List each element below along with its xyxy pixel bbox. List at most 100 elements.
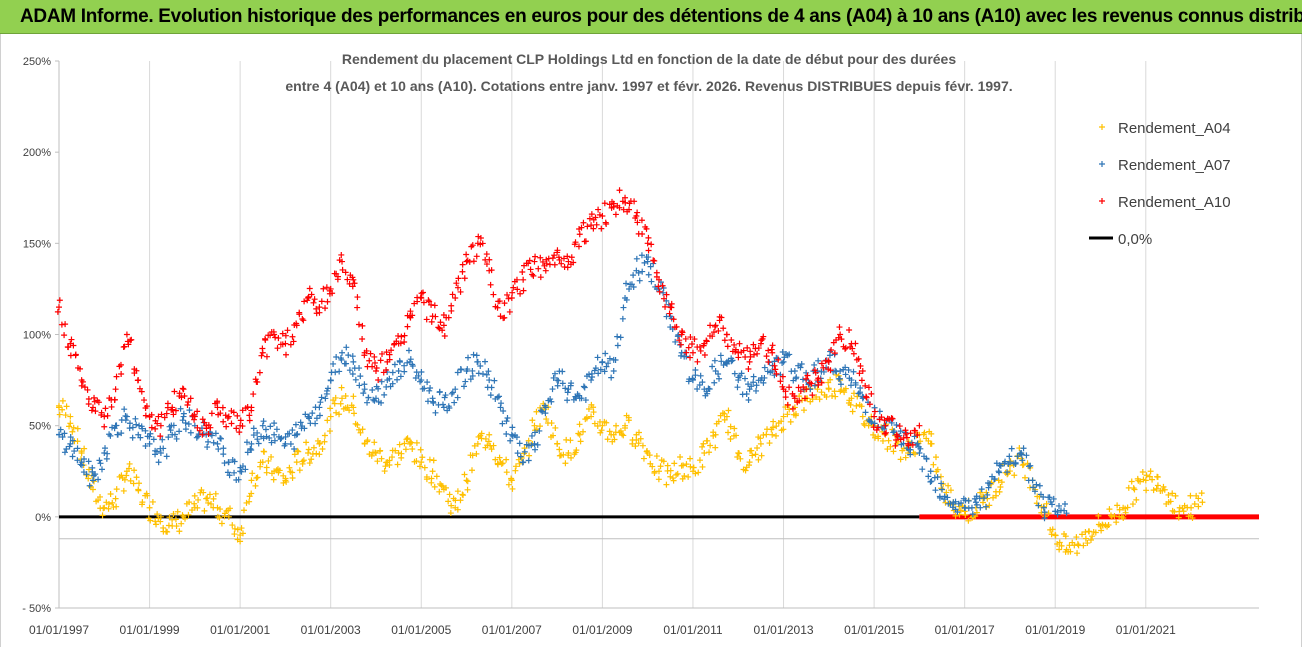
data-point bbox=[464, 478, 471, 485]
data-point bbox=[517, 453, 524, 460]
data-point bbox=[430, 457, 437, 464]
data-point bbox=[745, 396, 752, 403]
data-point bbox=[458, 366, 465, 373]
data-point bbox=[361, 352, 368, 359]
series-marks bbox=[54, 187, 1259, 557]
data-point bbox=[418, 368, 425, 375]
data-point bbox=[758, 337, 765, 344]
data-point bbox=[979, 499, 986, 506]
data-point bbox=[1082, 535, 1089, 542]
data-point bbox=[842, 345, 849, 352]
data-point bbox=[117, 361, 124, 368]
data-point bbox=[632, 443, 639, 450]
data-point bbox=[584, 223, 591, 230]
data-point bbox=[997, 484, 1004, 491]
y-tick-label: 150% bbox=[23, 238, 51, 250]
data-point bbox=[513, 434, 520, 441]
data-point bbox=[360, 390, 367, 397]
data-point bbox=[356, 382, 363, 389]
data-point bbox=[69, 428, 76, 435]
data-point bbox=[287, 341, 294, 348]
data-point bbox=[105, 501, 112, 508]
data-point bbox=[226, 472, 233, 479]
data-point bbox=[118, 371, 125, 378]
data-point bbox=[463, 251, 470, 258]
data-point bbox=[528, 432, 535, 439]
legend-item: 0,0% bbox=[1089, 231, 1152, 248]
data-point bbox=[291, 451, 298, 458]
data-point bbox=[342, 392, 349, 399]
data-point bbox=[479, 370, 486, 377]
data-point bbox=[699, 443, 706, 450]
data-point bbox=[925, 473, 932, 480]
data-point bbox=[195, 496, 202, 503]
data-point bbox=[957, 507, 964, 514]
data-point bbox=[248, 440, 255, 447]
data-point bbox=[893, 436, 900, 443]
data-point bbox=[677, 352, 684, 359]
data-point bbox=[680, 462, 687, 469]
data-point bbox=[448, 307, 455, 314]
chart-legend: Rendement_A04 Rendement_A07 Rendement_A10 0… bbox=[1089, 120, 1231, 248]
data-point bbox=[182, 426, 189, 433]
data-point bbox=[859, 413, 866, 420]
data-point bbox=[539, 258, 546, 265]
data-point bbox=[150, 436, 157, 443]
data-point bbox=[659, 282, 666, 289]
data-point bbox=[426, 298, 433, 305]
data-point bbox=[636, 277, 643, 284]
y-tick-label: 100% bbox=[23, 330, 51, 342]
data-point bbox=[300, 457, 307, 464]
data-point bbox=[793, 374, 800, 381]
data-point bbox=[179, 512, 186, 519]
data-point bbox=[996, 469, 1003, 476]
data-point bbox=[449, 389, 456, 396]
data-point bbox=[498, 460, 505, 467]
data-point bbox=[271, 431, 278, 438]
data-point bbox=[239, 407, 246, 414]
data-point bbox=[289, 469, 296, 476]
data-point bbox=[282, 332, 289, 339]
data-point bbox=[1149, 476, 1156, 483]
data-point bbox=[916, 422, 923, 429]
data-point bbox=[613, 422, 620, 429]
data-point bbox=[514, 450, 521, 457]
data-point bbox=[217, 410, 224, 417]
data-point bbox=[435, 324, 442, 331]
data-point bbox=[673, 323, 680, 330]
data-point bbox=[679, 329, 686, 336]
data-point bbox=[461, 471, 468, 478]
data-point bbox=[416, 463, 423, 470]
data-point bbox=[860, 420, 867, 427]
x-tick-label: 01/01/2005 bbox=[391, 623, 451, 637]
data-point bbox=[711, 379, 718, 386]
data-point bbox=[152, 518, 159, 525]
data-point bbox=[771, 362, 778, 369]
data-point bbox=[727, 423, 734, 430]
data-point bbox=[474, 358, 481, 365]
data-point bbox=[191, 492, 198, 499]
data-point bbox=[721, 416, 728, 423]
data-point bbox=[113, 503, 120, 510]
data-point bbox=[622, 424, 629, 431]
data-point bbox=[620, 304, 627, 311]
data-point bbox=[925, 437, 932, 444]
data-point bbox=[343, 344, 350, 351]
data-point bbox=[701, 352, 708, 359]
data-point bbox=[483, 371, 490, 378]
data-point bbox=[204, 444, 211, 451]
data-point bbox=[89, 404, 96, 411]
data-point bbox=[985, 484, 992, 491]
data-point bbox=[130, 480, 137, 487]
data-point bbox=[639, 442, 646, 449]
data-point bbox=[225, 413, 232, 420]
data-point bbox=[707, 442, 714, 449]
data-point bbox=[91, 394, 98, 401]
data-point bbox=[1011, 472, 1018, 479]
data-point bbox=[170, 510, 177, 517]
data-point bbox=[1105, 522, 1112, 529]
data-point bbox=[847, 401, 854, 408]
data-point bbox=[129, 434, 136, 441]
data-point bbox=[191, 500, 198, 507]
data-point bbox=[398, 333, 405, 340]
